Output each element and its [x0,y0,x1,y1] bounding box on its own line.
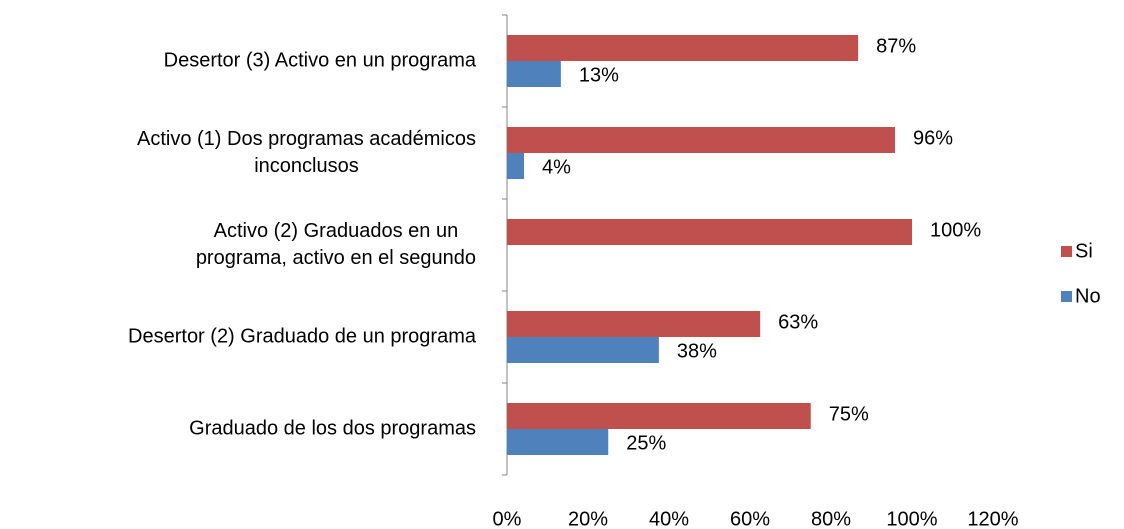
x-tick-label: 0% [493,508,522,529]
category-label: Graduado de los dos programas [189,417,476,440]
category-label: Desertor (3) Activo en un programa [163,49,476,72]
value-label: 75% [829,403,869,425]
legend-label: No [1075,285,1101,307]
value-label: 63% [778,311,818,333]
value-label: 4% [542,156,571,178]
value-label: 87% [876,35,916,57]
bar [507,153,525,179]
x-tick-label: 120% [967,508,1018,529]
legend-swatch [1061,246,1072,257]
value-label: 25% [626,432,666,454]
bar [507,429,609,455]
bar [507,35,859,61]
x-tick-label: 100% [886,508,937,529]
legend-swatch [1061,291,1072,302]
x-tick-label: 20% [568,508,608,529]
x-tick-label: 60% [730,508,770,529]
category-label: Desertor (2) Graduado de un programa [128,325,476,348]
x-tick-label: 80% [811,508,851,529]
category-label: Activo (1) Dos programas académicos inco… [136,128,476,177]
x-tick-label: 40% [649,508,689,529]
bar [507,403,811,429]
bar [507,219,912,245]
bar [507,311,761,337]
category-label: Activo (2) Graduados en un programa, act… [195,220,476,269]
bar [507,127,895,153]
legend-label: Si [1075,240,1093,262]
bar [507,337,659,363]
value-label: 13% [579,64,619,86]
value-label: 100% [930,219,981,241]
value-label: 96% [913,127,953,149]
value-label: 38% [677,340,717,362]
bar [507,61,561,87]
